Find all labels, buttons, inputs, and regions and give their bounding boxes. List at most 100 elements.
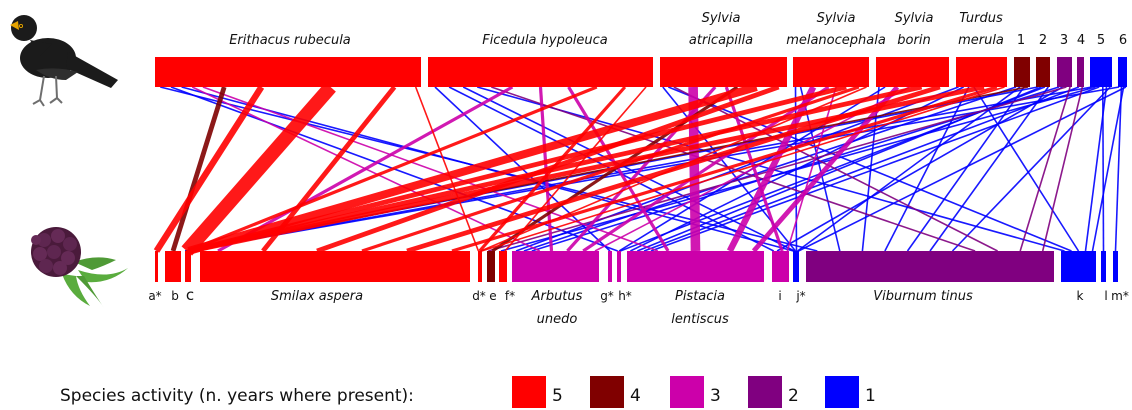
blackbird-icon (10, 15, 118, 107)
bird-bar-turdus (956, 57, 1007, 87)
link-turdus-smilax (451, 85, 998, 253)
bird-label-1: 1 (1017, 33, 1025, 48)
bird-bar-sylvia-borin (876, 57, 949, 87)
plant-code-j: j* (795, 289, 805, 303)
link-sylvia-melanocephala-i (786, 86, 837, 252)
link-6-j (798, 86, 1127, 252)
plant-label-viburnum: Viburnum tinus (873, 289, 973, 304)
plant-code-c: c (186, 286, 194, 304)
plant-bars (155, 251, 1118, 282)
link-sylvia-atricapilla-c (187, 83, 758, 255)
plant-bar-m (1113, 251, 1118, 282)
bird-bar-4 (1077, 57, 1084, 87)
plant-bar-c (185, 251, 191, 282)
plant-bar-f (499, 251, 507, 282)
plant-bar-smilax (200, 251, 470, 282)
link-3-viburnum (1019, 86, 1071, 252)
bird-bar-3 (1057, 57, 1072, 87)
link-erithacus-a (153, 85, 265, 253)
link-erithacus-b (170, 86, 227, 252)
plant-bar-arbutus (512, 251, 599, 282)
interaction-links (153, 82, 1127, 256)
link-1-j (797, 86, 1021, 252)
link-5-viburnum (951, 86, 1111, 252)
plant-code-b: b (171, 289, 179, 303)
plant-label-pistacia-1: lentiscus (671, 312, 729, 327)
plant-code-h: h* (618, 289, 632, 303)
bird-labels: Erithacus rubecula Ficedula hypoleuca Sylv… (229, 11, 1127, 48)
legend-title: Species activity (n. years where present… (60, 386, 414, 406)
legend-swatch-3 (670, 376, 704, 408)
link-sylvia-melanocephala-arbutus (582, 85, 830, 253)
bird-bar-ficedula (428, 57, 653, 87)
plant-bar-viburnum (806, 251, 1054, 282)
bird-label-sylvia-melanocephala-0: Sylvia (817, 11, 856, 26)
legend-label-1: 1 (865, 386, 876, 406)
link-ficedula-pistacia (567, 86, 670, 252)
plant-bar-i (772, 251, 789, 282)
link-sylvia-atricapilla-pistacia (688, 86, 701, 252)
link-sylvia-melanocephala-c (188, 84, 847, 254)
plant-bar-j (793, 251, 799, 282)
plant-code-l: l (1104, 289, 1107, 303)
fruit-icon (31, 227, 128, 308)
plant-label-smilax: Smilax aspera (271, 289, 363, 304)
bird-label-2: 2 (1039, 33, 1047, 48)
bird-label-turdus-1: merula (958, 33, 1004, 48)
bird-bar-erithacus (155, 57, 421, 87)
plant-labels: a* b c Smilax aspera d* e f* Arbutus unedo g* h* Pi… (148, 286, 1129, 327)
link-sylvia-atricapilla-arbutus (566, 85, 717, 253)
plant-code-e: e (489, 289, 496, 303)
plant-label-arbutus-1: unedo (537, 312, 578, 327)
plant-bar-g (608, 251, 612, 282)
bird-bars (155, 57, 1127, 87)
plant-bar-l (1101, 251, 1106, 282)
link-2-viburnum (929, 86, 1049, 252)
link-turdus-k (973, 86, 1080, 252)
legend-label-5: 5 (552, 386, 563, 406)
bird-bar-sylvia-melanocephala (793, 57, 869, 87)
plant-bar-pistacia (627, 251, 764, 282)
bird-label-6: 6 (1119, 33, 1127, 48)
plant-code-k: k (1077, 289, 1084, 303)
link-3-i (776, 86, 1063, 252)
legend-swatch-5 (512, 376, 546, 408)
link-6-c (185, 86, 1120, 252)
link-ficedula-viburnum (491, 86, 976, 252)
plant-code-i: i (778, 289, 781, 303)
link-turdus-viburnum (884, 86, 970, 252)
plant-code-f: f* (505, 289, 515, 303)
link-ficedula-j (462, 86, 795, 252)
bird-label-4: 4 (1077, 33, 1085, 48)
bird-label-sylvia-borin-0: Sylvia (895, 11, 934, 26)
link-3-e (488, 86, 1067, 252)
link-erithacus-c (181, 82, 336, 256)
link-sylvia-melanocephala-smilax (361, 85, 860, 253)
link-sylvia-borin-pistacia (751, 85, 900, 253)
link-ficedula-c (187, 85, 598, 253)
bird-bar-sylvia-atricapilla (660, 57, 787, 87)
bird-bar-2 (1036, 57, 1050, 87)
legend-label-2: 2 (788, 386, 799, 406)
bird-bar-1 (1014, 57, 1030, 87)
bird-bar-5 (1090, 57, 1112, 87)
bird-label-3: 3 (1060, 33, 1068, 48)
link-5-c (185, 86, 1092, 252)
link-5-pistacia (650, 86, 1100, 252)
bird-label-sylvia-atricapilla-1: atricapilla (689, 33, 753, 48)
plant-bar-e (487, 251, 495, 282)
link-erithacus-d (414, 86, 480, 252)
plant-bar-a (155, 251, 158, 282)
link-4-pistacia (643, 86, 1080, 252)
legend-label-4: 4 (630, 386, 641, 406)
bird-label-ficedula: Ficedula hypoleuca (482, 33, 608, 48)
link-5-f (500, 86, 1096, 252)
link-6-m (1114, 86, 1123, 252)
link-turdus-d (481, 86, 1005, 252)
link-turdus-c (190, 84, 985, 254)
bird-label-5: 5 (1097, 33, 1105, 48)
link-4-viburnum (1041, 86, 1084, 252)
link-ficedula-smilax (217, 85, 514, 253)
plant-label-pistacia-0: Pistacia (675, 289, 725, 304)
